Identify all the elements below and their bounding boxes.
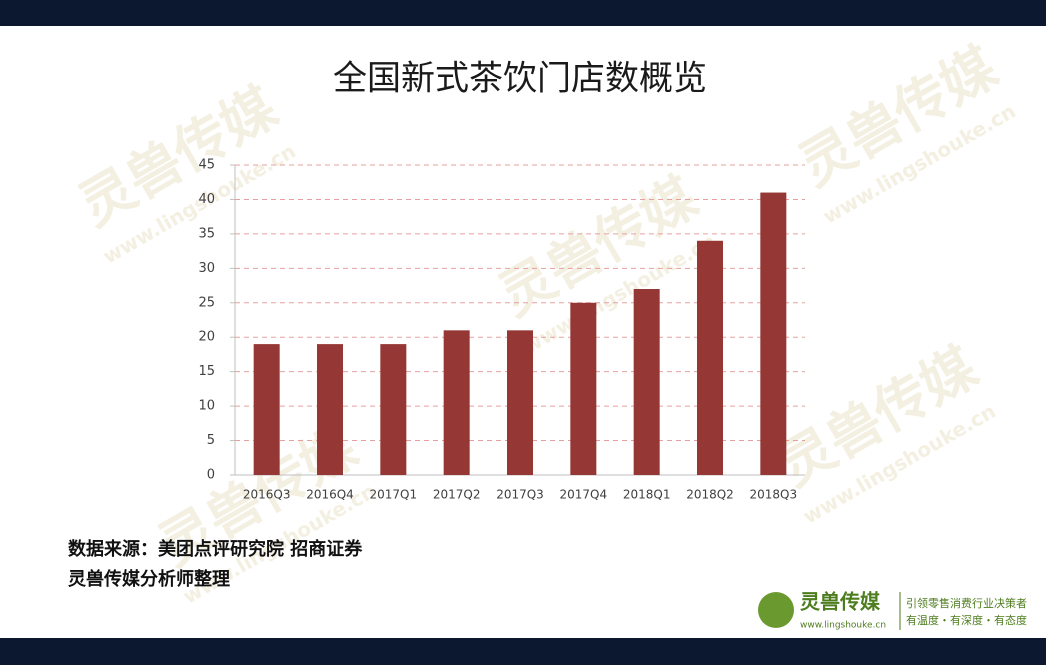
x-tick-label: 2016Q3 <box>243 488 291 502</box>
logo-slogan: 引领零售消费行业决策者 <box>906 596 1027 610</box>
chart-title: 全国新式茶饮门店数概览 <box>333 59 707 99</box>
logo-name: 灵兽传媒 <box>800 590 881 614</box>
x-tick-label: 2016Q4 <box>306 488 354 502</box>
y-tick-label: 35 <box>198 226 215 241</box>
bar <box>317 344 343 475</box>
y-tick-label: 0 <box>207 468 215 483</box>
y-tick-label: 20 <box>198 330 215 345</box>
source-line: 灵兽传媒分析师整理 <box>68 568 230 590</box>
bar <box>507 330 533 475</box>
logo-motto: 有温度・有深度・有态度 <box>906 613 1027 627</box>
y-tick-label: 40 <box>198 192 215 207</box>
bar <box>570 302 597 475</box>
y-tick-label: 15 <box>198 364 215 379</box>
bottom-bar <box>0 638 1046 665</box>
bar <box>760 192 787 476</box>
x-tick-label: 2017Q1 <box>370 488 418 502</box>
top-bar <box>0 0 1046 26</box>
bar <box>253 344 280 475</box>
bar <box>697 240 723 475</box>
source-line: 数据来源：美团点评研究院 招商证券 <box>68 538 363 560</box>
x-tick-label: 2018Q3 <box>750 488 798 502</box>
logo-url: www.lingshouke.cn <box>800 621 886 631</box>
bar <box>633 289 660 475</box>
x-tick-label: 2017Q2 <box>433 488 481 502</box>
x-tick-label: 2017Q3 <box>496 488 544 502</box>
x-tick-label: 2018Q1 <box>623 488 671 502</box>
x-tick-label: 2017Q4 <box>560 488 608 502</box>
logo: 灵兽传媒 www.lingshouke.cn 引领零售消费行业决策者 有温度・有… <box>758 590 1027 631</box>
x-tick-label: 2018Q2 <box>686 488 734 502</box>
y-tick-label: 10 <box>198 399 215 414</box>
bar <box>380 344 407 475</box>
y-tick-label: 5 <box>207 433 215 448</box>
bar <box>443 330 470 475</box>
y-tick-label: 25 <box>198 295 215 310</box>
y-tick-label: 45 <box>198 158 215 173</box>
logo-icon <box>758 592 794 628</box>
y-tick-label: 30 <box>198 261 215 276</box>
